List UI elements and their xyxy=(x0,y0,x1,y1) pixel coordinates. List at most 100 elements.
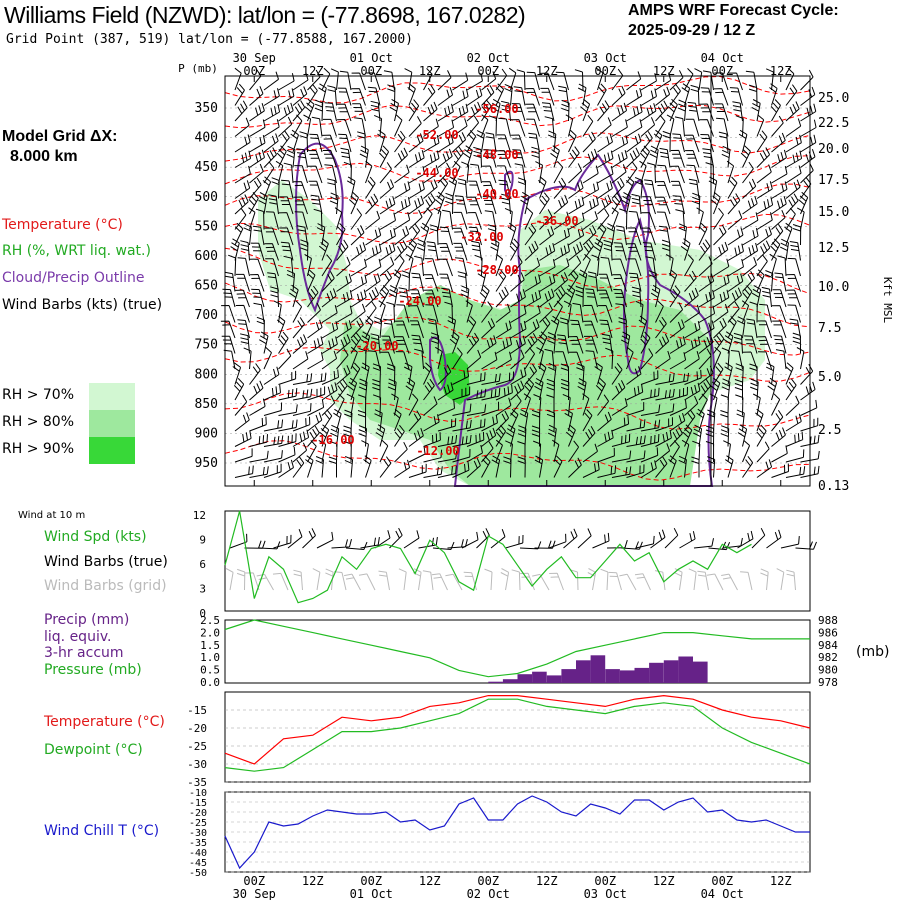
upper-wind-barb xyxy=(466,404,487,416)
upper-wind-barb xyxy=(394,459,411,478)
upper-wind-barb xyxy=(292,416,311,432)
top-time-tick-label: 12Z xyxy=(653,64,675,78)
main-panel: -56.00 -52.00 -48.00 -44.00 -40.00 -36.00 -32.… xyxy=(220,67,820,487)
upper-wind-barb xyxy=(655,181,671,199)
upper-wind-barb xyxy=(387,84,396,106)
upper-wind-barb xyxy=(268,194,279,215)
upper-wind-barb xyxy=(785,362,794,385)
upper-wind-barb xyxy=(735,115,744,137)
upper-wind-barb xyxy=(512,149,526,168)
upper-wind-barb xyxy=(539,192,550,215)
upper-wind-barb xyxy=(582,425,596,447)
upper-wind-barb xyxy=(698,379,711,401)
upper-wind-barb xyxy=(441,287,453,308)
isotherm-label: -44.00 xyxy=(415,166,458,180)
upper-wind-barb xyxy=(249,398,266,416)
upper-wind-barb xyxy=(771,165,788,184)
upper-wind-barb xyxy=(468,180,482,199)
upper-wind-barb xyxy=(481,427,497,447)
upper-wind-barb xyxy=(336,320,352,339)
upper-wind-barb xyxy=(444,301,453,323)
upper-wind-barb xyxy=(565,114,574,137)
upper-wind-barb xyxy=(713,207,724,230)
upper-wind-barb xyxy=(336,239,349,261)
upper-wind-barb xyxy=(574,69,584,91)
upper-wind-barb xyxy=(258,192,268,215)
upper-wind-barb xyxy=(800,465,820,478)
upper-wind-barb xyxy=(765,68,774,91)
upper-wind-barb xyxy=(638,315,648,339)
upper-wind-barb xyxy=(626,71,642,91)
upper-wind-barb xyxy=(278,370,297,385)
upper-wind-barb xyxy=(671,180,685,199)
model-grid-value: 8.000 km xyxy=(10,148,78,165)
upper-wind-barb xyxy=(744,335,758,354)
upper-wind-barb xyxy=(733,332,743,354)
upper-wind-barb xyxy=(796,207,805,230)
upper-wind-barb xyxy=(495,68,508,91)
upper-wind-barb xyxy=(713,274,730,292)
chill-ytick: -15 xyxy=(189,798,207,809)
upper-wind-barb xyxy=(669,84,681,106)
upper-wind-barb xyxy=(365,258,382,277)
upper-wind-barb xyxy=(251,288,265,308)
precip-bar xyxy=(532,671,547,683)
upper-wind-barb xyxy=(655,388,675,401)
upper-wind-barb xyxy=(452,462,470,478)
isotherm-line xyxy=(224,282,811,328)
upper-wind-barb xyxy=(684,287,699,308)
upper-wind-barb xyxy=(294,211,308,230)
surface-barb-grid xyxy=(378,570,390,591)
upper-wind-barb xyxy=(751,284,762,308)
upper-wind-barb xyxy=(278,212,294,230)
bottom-time-tick-label: 00Z xyxy=(711,874,733,888)
upper-wind-barb xyxy=(517,177,527,199)
upper-wind-barb xyxy=(742,285,753,308)
upper-wind-barb xyxy=(669,336,686,354)
upper-wind-barb xyxy=(321,395,336,416)
surface-barb-grid xyxy=(500,568,510,591)
upper-wind-barb xyxy=(798,191,809,215)
upper-wind-barb xyxy=(539,288,555,308)
pressure-line xyxy=(224,619,810,678)
upper-wind-barb xyxy=(611,380,626,401)
upper-wind-barb xyxy=(678,223,687,246)
upper-wind-barb xyxy=(256,316,265,339)
upper-wind-barb xyxy=(756,226,772,246)
upper-wind-barb xyxy=(394,181,411,199)
upper-wind-barb xyxy=(350,362,361,385)
upper-wind-barb xyxy=(770,99,781,122)
dewpoint-line xyxy=(224,698,811,772)
surface-barb-grid xyxy=(236,568,246,591)
upper-wind-barb xyxy=(771,132,786,153)
upper-wind-barb xyxy=(481,455,491,478)
main-axis-ticks xyxy=(253,76,782,486)
upper-wind-barb xyxy=(669,426,683,447)
upper-wind-barb xyxy=(394,336,410,354)
upper-wind-barb xyxy=(540,87,555,106)
upper-wind-barb xyxy=(613,242,627,261)
upper-wind-barb xyxy=(311,116,323,137)
upper-wind-barb xyxy=(315,456,324,478)
surface-barb-true xyxy=(490,529,506,549)
upper-wind-barb xyxy=(560,378,570,401)
upper-wind-barb xyxy=(582,461,600,478)
upper-wind-barb xyxy=(336,378,348,401)
surface-barb-grid xyxy=(697,570,709,591)
upper-wind-barb xyxy=(394,254,405,277)
upper-wind-barb xyxy=(423,134,440,153)
upper-wind-barb xyxy=(321,369,339,385)
upper-wind-barb xyxy=(640,387,660,401)
upper-wind-barb xyxy=(278,116,293,137)
upper-wind-barb xyxy=(394,130,406,153)
upper-wind-barb xyxy=(408,133,424,153)
upper-wind-barb xyxy=(655,316,667,339)
upper-wind-barb xyxy=(510,272,525,292)
upper-wind-barb xyxy=(611,85,626,106)
surface-barb-true xyxy=(505,534,524,549)
upper-wind-barb xyxy=(439,273,453,292)
upper-wind-barb xyxy=(386,301,395,323)
surface-barb-true xyxy=(461,531,479,549)
upper-wind-barb xyxy=(278,446,296,463)
upper-wind-barb xyxy=(721,378,731,401)
